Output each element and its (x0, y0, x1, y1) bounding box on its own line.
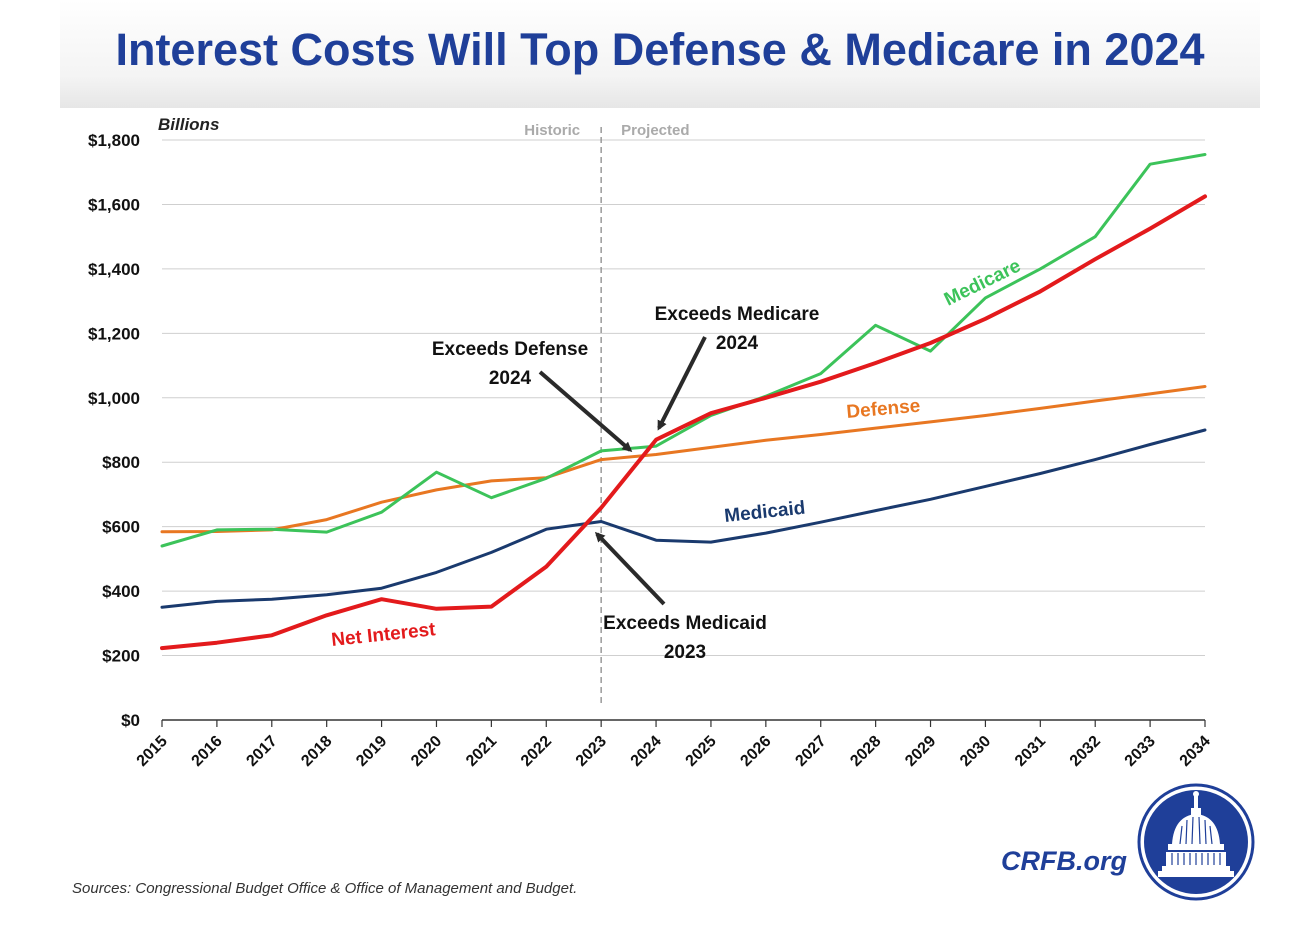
series-line-medicaid (160, 428, 1207, 609)
y-tick-label: $1,000 (88, 389, 140, 408)
x-tick-label: 2018 (298, 733, 335, 770)
x-tick-label: 2019 (353, 733, 390, 770)
annotation-text: Exceeds Defense (432, 339, 588, 360)
x-tick-label: 2033 (1122, 733, 1159, 770)
x-tick-label: 2024 (628, 733, 665, 770)
y-tick-label: $1,600 (88, 195, 140, 214)
title-band (60, 0, 1260, 108)
series-line-net-interest (160, 194, 1207, 651)
x-tick-label: 2017 (243, 733, 280, 770)
y-tick-label: $200 (102, 647, 140, 666)
capitol-dome-logo (1137, 783, 1255, 901)
projected-label: Projected (621, 122, 689, 139)
annotation-text: Exceeds Medicaid (603, 613, 767, 634)
x-tick-label: 2022 (518, 733, 555, 770)
series-label-net-interest: Net Interest (330, 619, 437, 651)
y-tick-label: $1,200 (88, 324, 140, 343)
x-tick-label: 2028 (847, 733, 884, 770)
annotation-text: 2024 (489, 368, 532, 389)
x-tick-label: 2030 (957, 733, 994, 770)
series-line-defense (160, 385, 1207, 534)
x-tick-label: 2021 (463, 733, 500, 770)
y-tick-label: $800 (102, 453, 140, 472)
x-tick-label: 2029 (902, 733, 939, 770)
x-tick-label: 2032 (1067, 733, 1104, 770)
source-note: Sources: Congressional Budget Office & O… (72, 880, 578, 897)
y-tick-label: $0 (121, 711, 140, 730)
series-label-defense: Defense (846, 396, 921, 423)
annotation-text: 2024 (716, 333, 759, 354)
x-tick-label: 2023 (573, 733, 610, 770)
annotation-text: Exceeds Medicare (655, 304, 820, 325)
annotation-arrow (538, 370, 633, 452)
x-tick-label: 2020 (408, 733, 445, 770)
x-tick-label: 2027 (792, 733, 829, 770)
y-tick-label: $400 (102, 582, 140, 601)
annotation-arrow (594, 531, 666, 606)
annotation-arrow (657, 336, 707, 431)
x-tick-label: 2016 (189, 733, 226, 770)
brand-link[interactable]: CRFB.org (1001, 846, 1127, 876)
series-label-medicaid: Medicaid (723, 498, 806, 527)
historic-label: Historic (524, 122, 580, 139)
y-tick-label: $1,400 (88, 260, 140, 279)
x-tick-label: 2034 (1177, 733, 1214, 770)
x-tick-label: 2025 (683, 733, 720, 770)
x-tick-label: 2031 (1012, 733, 1049, 770)
series-line-medicare (160, 153, 1207, 548)
y-tick-label: $600 (102, 518, 140, 537)
y-tick-label: $1,800 (88, 131, 140, 150)
annotation-text: 2023 (664, 642, 706, 663)
x-tick-label: 2015 (134, 733, 171, 770)
y-axis-label: Billions (158, 115, 219, 134)
chart-title: Interest Costs Will Top Defense & Medica… (115, 24, 1205, 75)
x-tick-label: 2026 (737, 733, 774, 770)
